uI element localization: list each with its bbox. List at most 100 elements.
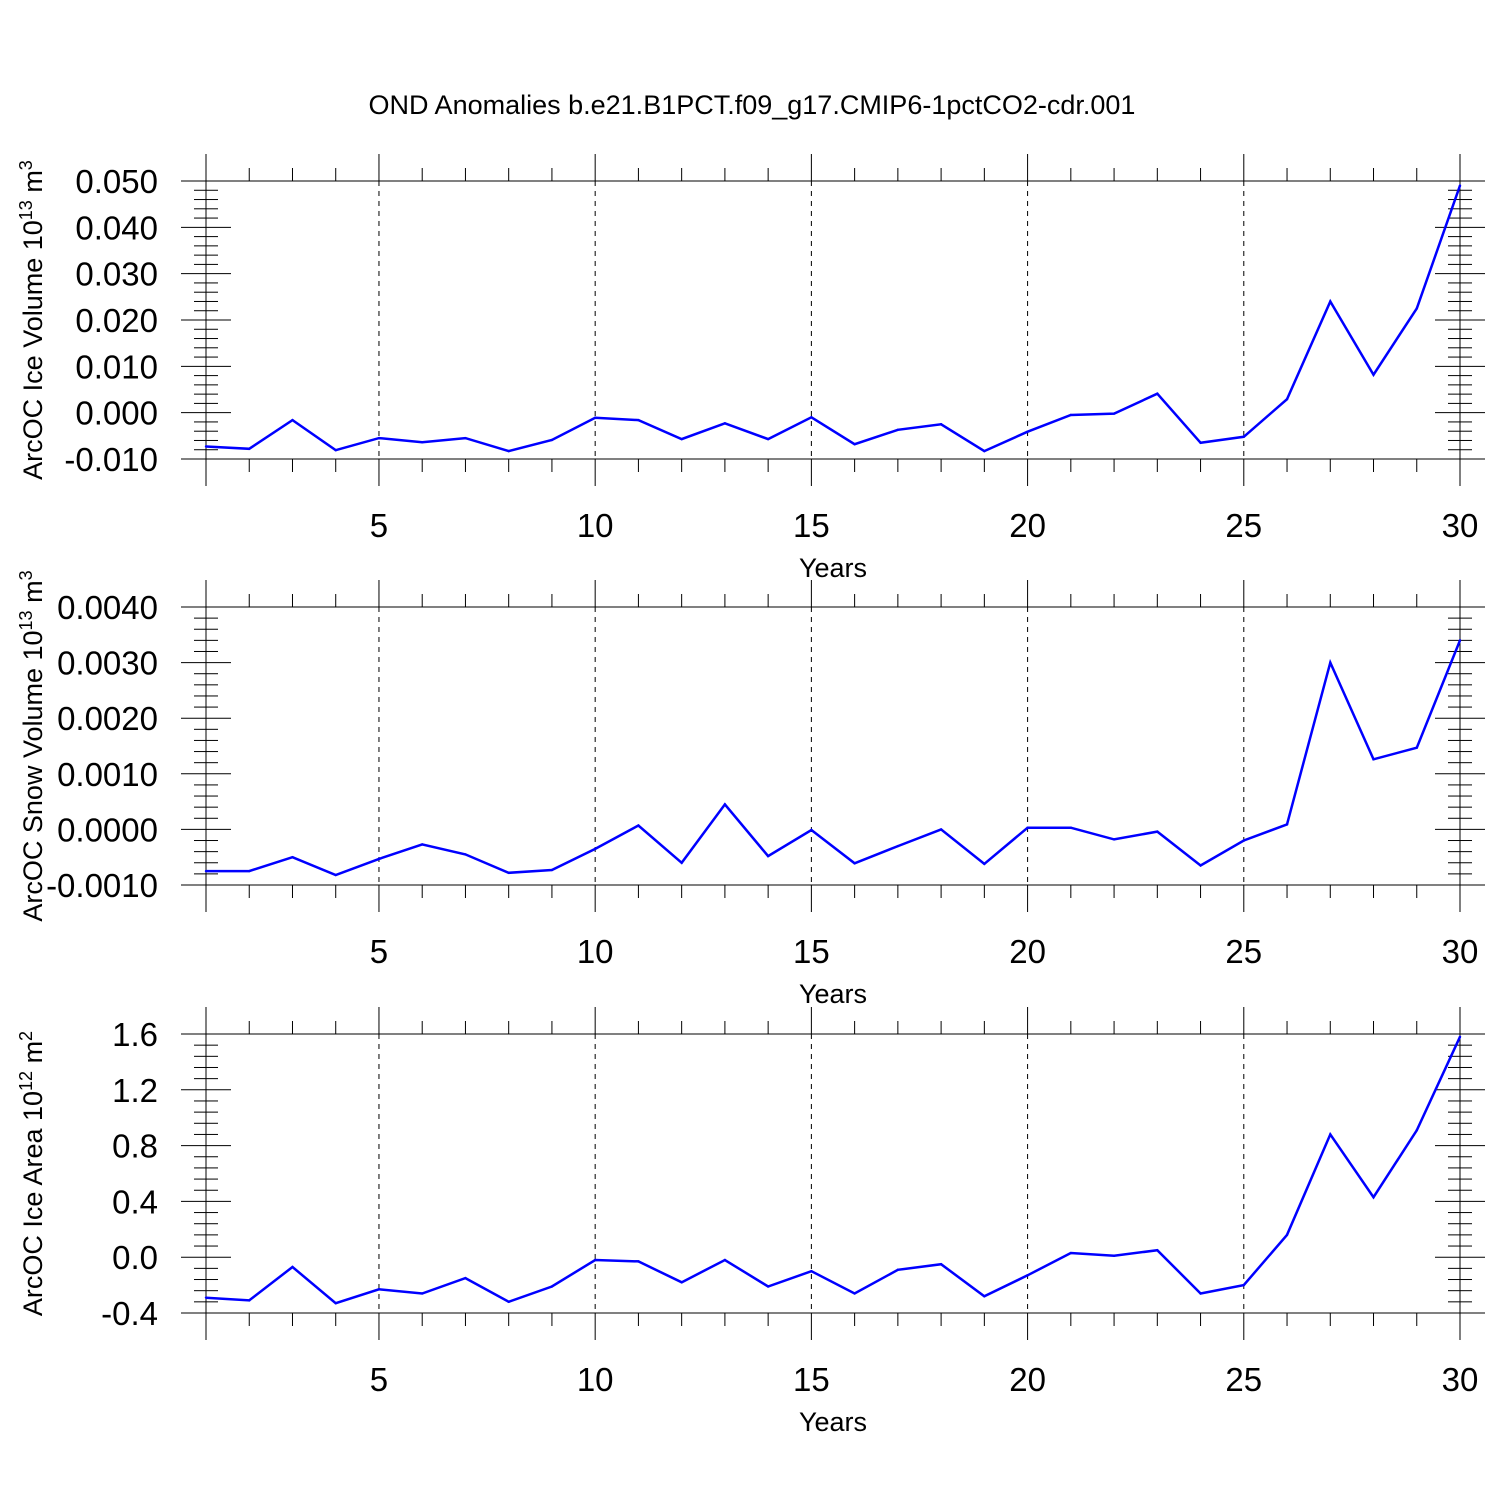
x-tick-label: 10 xyxy=(577,507,614,544)
data-point xyxy=(593,1258,597,1262)
data-point xyxy=(1285,398,1289,401)
y-tick-label: 0.0040 xyxy=(57,589,158,626)
data-point xyxy=(1285,823,1289,826)
x-tick-label: 20 xyxy=(1009,933,1046,970)
y-axis-title-unit: m xyxy=(18,1041,48,1071)
y-tick-label: 0.0020 xyxy=(57,700,158,737)
data-point xyxy=(1242,1283,1245,1287)
data-point xyxy=(1372,758,1375,761)
data-point xyxy=(680,861,683,864)
data-point xyxy=(896,1268,900,1271)
data-point xyxy=(291,1265,294,1269)
data-point xyxy=(1242,435,1245,438)
data-point xyxy=(464,1276,467,1280)
panel-1: -0.010 0.000 0.010 0.020 0.030 0.040 0.050 5 10 1… xyxy=(16,154,1485,583)
y-axis-title-exponent: 12 xyxy=(16,1071,36,1091)
data-point xyxy=(550,868,554,872)
data-point xyxy=(637,418,640,422)
data-point xyxy=(377,857,381,861)
data-point xyxy=(1026,826,1029,829)
x-tick-label: 15 xyxy=(793,933,830,970)
data-point xyxy=(637,1260,640,1263)
y-tick-label: 0.050 xyxy=(75,163,158,200)
x-tick-label: 25 xyxy=(1225,507,1262,544)
data-point xyxy=(377,1288,381,1291)
data-point xyxy=(939,828,943,831)
y-tick-label: 0.4 xyxy=(112,1183,158,1220)
y-axis-title-text: ArcOC Ice Volume 10 xyxy=(18,220,48,480)
data-point xyxy=(853,862,856,865)
data-point xyxy=(248,869,251,873)
data-point xyxy=(421,843,424,846)
data-point xyxy=(637,824,640,827)
figure-title: OND Anomalies b.e21.B1PCT.f09_g17.CMIP6-… xyxy=(369,90,1136,120)
data-point xyxy=(464,853,467,856)
y-axis-title: ArcOC Ice Area 1012 m2 xyxy=(16,1031,48,1316)
data-point xyxy=(896,428,900,432)
y-tick-label: 1.6 xyxy=(112,1016,158,1053)
x-tick-label: 5 xyxy=(370,1361,388,1398)
x-tick-label: 25 xyxy=(1225,1361,1262,1398)
data-point xyxy=(853,1292,856,1295)
data-point xyxy=(1199,864,1202,867)
x-tick-label: 30 xyxy=(1442,1361,1479,1398)
data-point xyxy=(1112,412,1116,415)
y-tick-label: 0.0010 xyxy=(57,756,158,793)
data-point xyxy=(248,1299,251,1302)
data-point xyxy=(680,1281,683,1284)
data-point xyxy=(766,1285,770,1288)
data-point xyxy=(766,437,770,441)
x-tick-label: 15 xyxy=(793,1361,830,1398)
data-point xyxy=(680,437,683,441)
data-point xyxy=(1372,373,1375,376)
x-axis-title: Years xyxy=(799,979,867,1009)
data-point xyxy=(723,422,727,425)
data-point xyxy=(1156,830,1159,833)
data-point xyxy=(723,803,727,806)
y-axis-title-unit: m xyxy=(18,580,48,610)
x-tick-label: 20 xyxy=(1009,1361,1046,1398)
data-point xyxy=(334,1302,337,1305)
y-tick-label: 0.010 xyxy=(75,348,158,385)
x-tick-label: 25 xyxy=(1225,933,1262,970)
data-point xyxy=(1458,184,1462,187)
y-axis-title-exponent: 13 xyxy=(16,610,36,630)
y-tick-label: 0.0030 xyxy=(57,645,158,682)
data-point xyxy=(939,1262,943,1266)
data-point xyxy=(810,416,813,419)
y-tick-label: 0.8 xyxy=(112,1128,158,1165)
data-point xyxy=(334,873,337,877)
data-point xyxy=(939,423,943,426)
data-point xyxy=(1156,1249,1159,1252)
data-point xyxy=(593,847,597,851)
data-point xyxy=(1415,746,1418,749)
data-point xyxy=(291,418,294,422)
data-point xyxy=(593,416,597,419)
data-point xyxy=(1458,639,1462,642)
data-point xyxy=(1112,838,1116,841)
series-line xyxy=(205,1036,1462,1305)
data-point xyxy=(507,1300,510,1304)
data-point xyxy=(377,436,381,440)
data-point xyxy=(1329,661,1332,664)
y-tick-label: 0.0000 xyxy=(57,811,158,848)
x-tick-label: 15 xyxy=(793,507,830,544)
x-tick-label: 5 xyxy=(370,933,388,970)
data-point xyxy=(204,869,208,873)
data-point xyxy=(507,449,510,453)
y-tick-label: 1.2 xyxy=(112,1072,158,1109)
data-point xyxy=(810,1269,813,1273)
data-point xyxy=(334,448,337,452)
data-point xyxy=(421,1292,424,1295)
y-axis-title-text: ArcOC Snow Volume 10 xyxy=(18,630,48,921)
y-tick-label: 0.040 xyxy=(75,209,158,246)
y-tick-label: 0.000 xyxy=(75,395,158,432)
data-point xyxy=(1069,1251,1073,1255)
x-tick-label: 10 xyxy=(577,1361,614,1398)
x-tick-label: 10 xyxy=(577,933,614,970)
data-point xyxy=(1285,1233,1289,1237)
y-tick-label: -0.010 xyxy=(64,441,158,478)
data-point xyxy=(1069,413,1073,417)
data-point xyxy=(291,856,294,859)
